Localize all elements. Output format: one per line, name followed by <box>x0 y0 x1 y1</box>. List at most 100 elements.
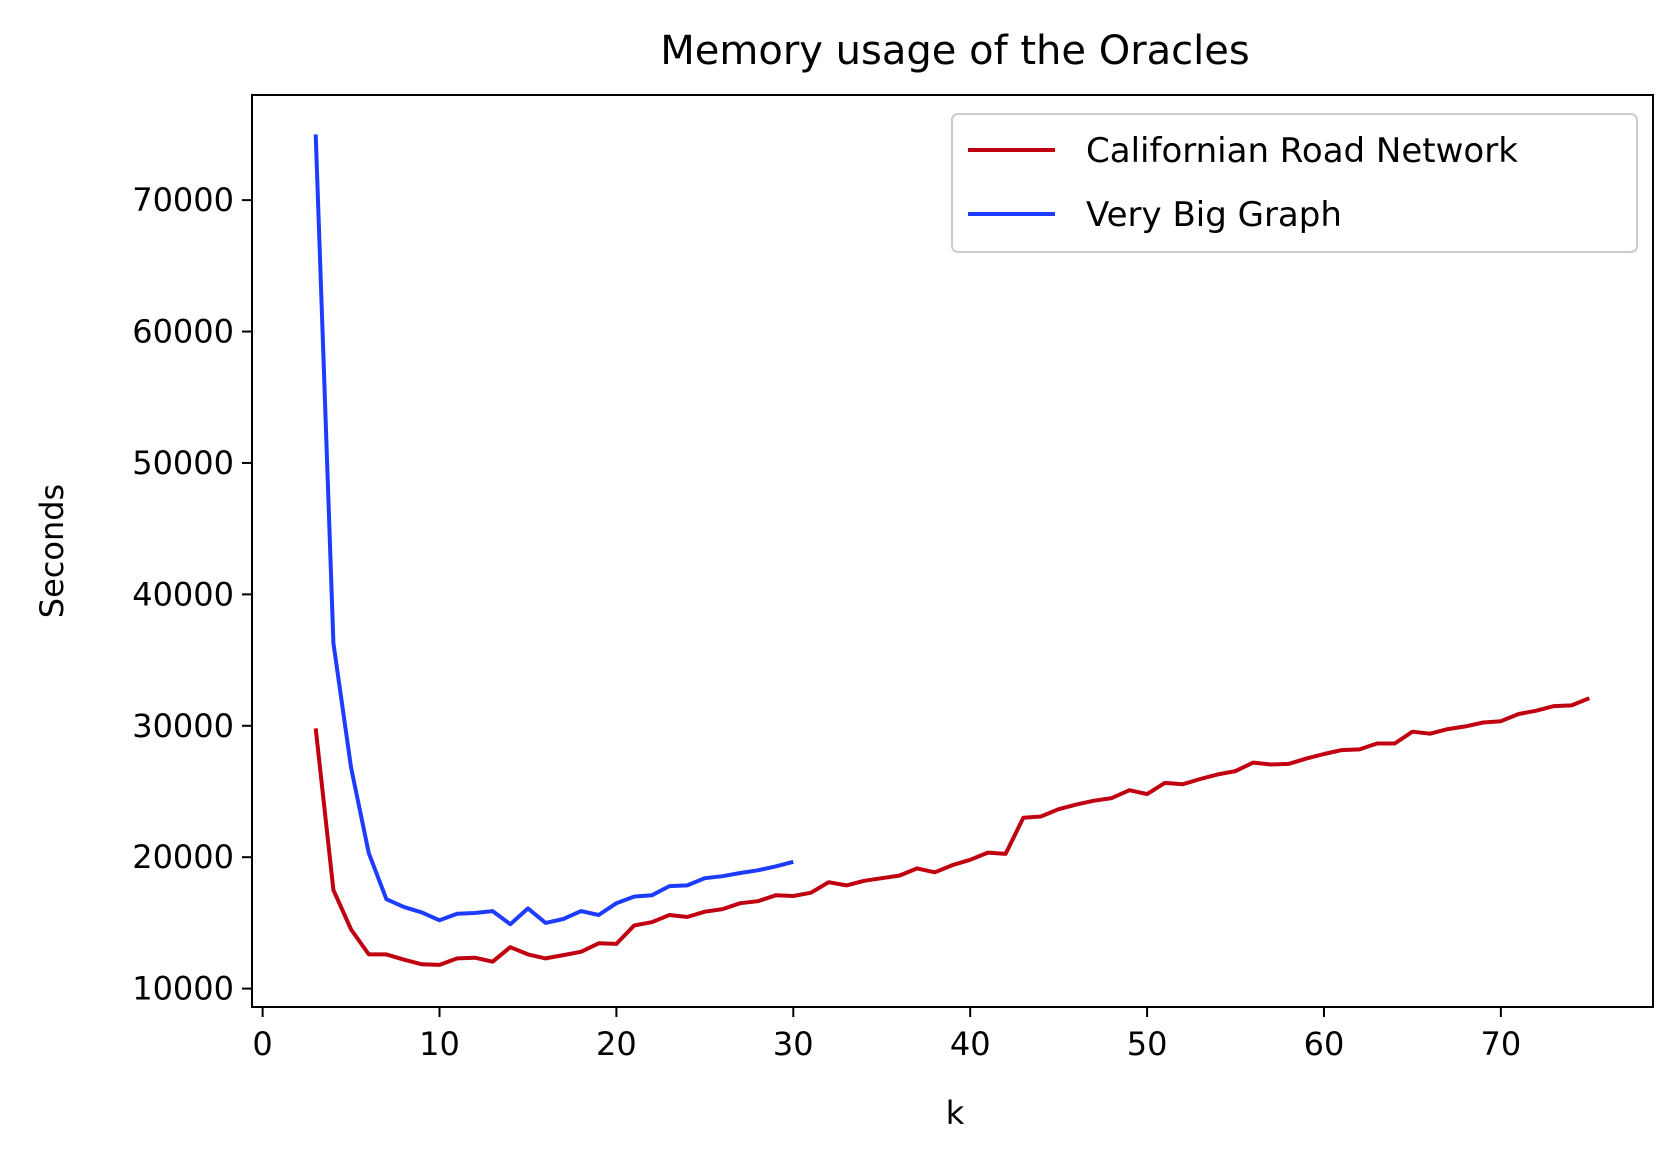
data-point <box>367 952 371 956</box>
data-point <box>1322 752 1326 756</box>
data-point <box>756 868 760 872</box>
data-point <box>703 876 707 880</box>
data-point <box>331 641 335 645</box>
y-tick-label: 70000 <box>132 181 234 219</box>
data-point <box>491 960 495 964</box>
data-point <box>526 952 530 956</box>
y-tick-label: 10000 <box>132 970 234 1008</box>
data-point <box>1304 757 1308 761</box>
data-point <box>314 132 318 136</box>
data-point <box>1534 709 1538 713</box>
data-point <box>1110 796 1114 800</box>
plot-frame <box>251 94 1654 1008</box>
x-axis-label: k <box>946 1094 965 1132</box>
data-point <box>738 871 742 875</box>
data-point <box>597 941 601 945</box>
data-point <box>1287 762 1291 766</box>
data-point <box>1446 727 1450 731</box>
data-point <box>438 963 442 967</box>
data-point <box>1021 816 1025 820</box>
data-point <box>1428 732 1432 736</box>
data-point <box>632 924 636 928</box>
data-point <box>933 870 937 874</box>
y-tick-label: 20000 <box>132 838 234 876</box>
data-point <box>915 866 919 870</box>
data-point <box>986 851 990 855</box>
data-point <box>1198 777 1202 781</box>
legend-box <box>951 113 1638 253</box>
y-tick-label: 60000 <box>132 313 234 351</box>
data-point <box>1145 792 1149 796</box>
data-point <box>614 942 618 946</box>
data-point <box>650 920 654 924</box>
data-point <box>526 906 530 910</box>
data-point <box>314 726 318 730</box>
data-point <box>597 913 601 917</box>
data-point <box>1004 852 1008 856</box>
data-point <box>1251 761 1255 765</box>
data-point <box>703 910 707 914</box>
data-point <box>738 901 742 905</box>
data-point <box>1181 782 1185 786</box>
data-point <box>685 883 689 887</box>
data-point <box>579 950 583 954</box>
data-point <box>420 962 424 966</box>
data-point <box>579 909 583 913</box>
data-point <box>614 901 618 905</box>
data-point <box>402 958 406 962</box>
data-point <box>331 888 335 892</box>
data-point <box>880 876 884 880</box>
data-point <box>1340 748 1344 752</box>
data-point <box>1410 730 1414 734</box>
data-point <box>774 864 778 868</box>
data-point <box>791 860 795 864</box>
x-tick-label: 50 <box>1127 1025 1168 1063</box>
data-point <box>455 912 459 916</box>
data-point <box>1481 721 1485 725</box>
data-point <box>721 874 725 878</box>
series-line-very-big-graph <box>313 134 794 927</box>
data-point <box>685 915 689 919</box>
data-point <box>420 910 424 914</box>
data-point <box>1587 696 1591 700</box>
data-point <box>1234 769 1238 773</box>
data-point <box>1269 763 1273 767</box>
data-point <box>668 913 672 917</box>
series-line-californian-road-network <box>313 696 1591 967</box>
y-tick-label: 40000 <box>132 575 234 613</box>
data-point <box>844 883 848 887</box>
data-point <box>473 911 477 915</box>
data-point <box>349 928 353 932</box>
data-point <box>438 918 442 922</box>
data-point <box>1499 719 1503 723</box>
legend-label-very-big-graph: Very Big Graph <box>1086 195 1342 235</box>
data-point <box>544 956 548 960</box>
chart-title: Memory usage of the Oracles <box>660 28 1249 74</box>
data-point <box>367 851 371 855</box>
legend-label-californian-road-network: Californian Road Network <box>1086 131 1518 171</box>
data-point <box>1074 803 1078 807</box>
data-point <box>491 909 495 913</box>
x-tick-label: 10 <box>419 1025 460 1063</box>
series-points-californian-road-network <box>314 696 1592 967</box>
data-point <box>1375 742 1379 746</box>
y-axis-label: Seconds <box>33 484 71 618</box>
data-point <box>1552 704 1556 708</box>
x-tick-label: 0 <box>252 1025 272 1063</box>
data-point <box>774 893 778 897</box>
data-point <box>1393 742 1397 746</box>
data-point <box>544 921 548 925</box>
data-point <box>1127 788 1131 792</box>
x-tick-label: 20 <box>596 1025 637 1063</box>
y-tick-label: 30000 <box>132 707 234 745</box>
data-point <box>721 907 725 911</box>
data-point <box>1057 807 1061 811</box>
data-point <box>561 917 565 921</box>
data-point <box>897 874 901 878</box>
data-point <box>384 952 388 956</box>
data-point <box>561 953 565 957</box>
legend: Californian Road Network Very Big Graph <box>951 113 1638 253</box>
data-point <box>951 863 955 867</box>
data-point <box>1517 712 1521 716</box>
